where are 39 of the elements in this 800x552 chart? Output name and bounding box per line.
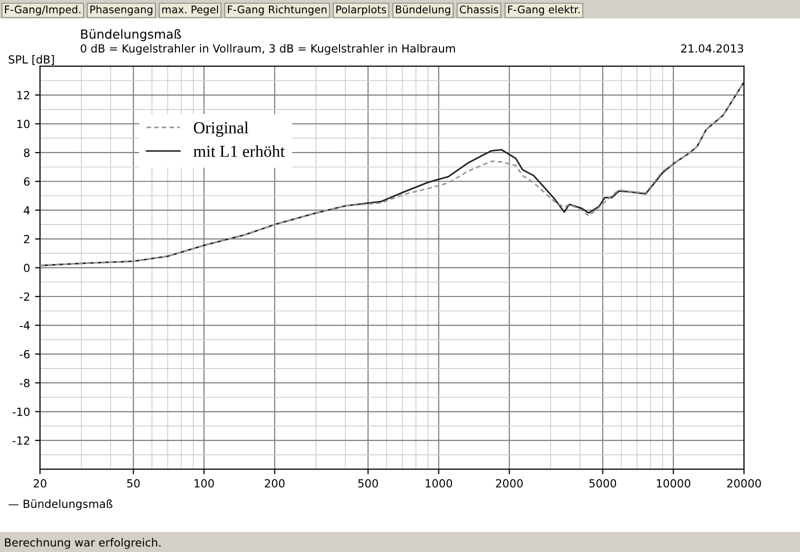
x-tick-label: 200 [264,479,285,488]
chart-title: Bündelungsmaß [81,29,181,42]
text: Chassis [460,5,498,14]
legend-label: mit L1 erhöht [194,145,285,157]
x-tick-label: 50 [127,479,140,488]
text: Phasengang [90,5,152,16]
y-tick-label: -10 [12,408,30,416]
text: F-Gang Richtungen [228,5,326,16]
y-tick-label: -2 [20,292,30,301]
x-tick-label: 10000 [656,479,690,488]
x-tick-label: 20 [34,479,46,488]
x-tick-label: 100 [194,479,214,488]
y-tick-label: 10 [17,120,30,128]
x-tick-label: 500 [358,479,378,488]
text: F-Gang/Imped. [5,5,80,16]
x-tick-label: 20000 [727,479,761,488]
y-tick-label: -4 [20,321,30,330]
x-tick-label: 5000 [589,479,616,488]
y-tick-label: 6 [24,177,30,186]
y-tick-label: 0 [24,264,30,272]
y-tick-label: -6 [20,350,30,358]
text: 21.04.2013 [681,44,744,53]
y-tick-label: 2 [24,234,30,244]
text: F-Gang elektr. [508,5,580,16]
text: max. Pegel [162,5,218,16]
text: — Bündelungsmaß [8,499,112,510]
chart-subtitle: 0 dB = Kugelstrahler in Vollraum, 3 dB = Kugelstrahler in Halbraum [80,44,455,55]
text: Bündelung [396,5,450,16]
text: Polarplots [336,5,386,16]
y-axis-title: SPL [dB] [8,55,54,65]
text: Berechnung war erfolgreich. [5,538,160,549]
x-tick-label: 2000 [496,479,523,488]
y-tick-label: 4 [24,206,30,214]
y-tick-label: -8 [20,378,30,388]
y-tick-label: 12 [17,91,30,100]
x-tick-label: 1000 [426,479,452,488]
y-tick-label: -12 [12,436,30,445]
legend-label: Original [194,122,248,137]
y-tick-label: 8 [24,148,30,157]
